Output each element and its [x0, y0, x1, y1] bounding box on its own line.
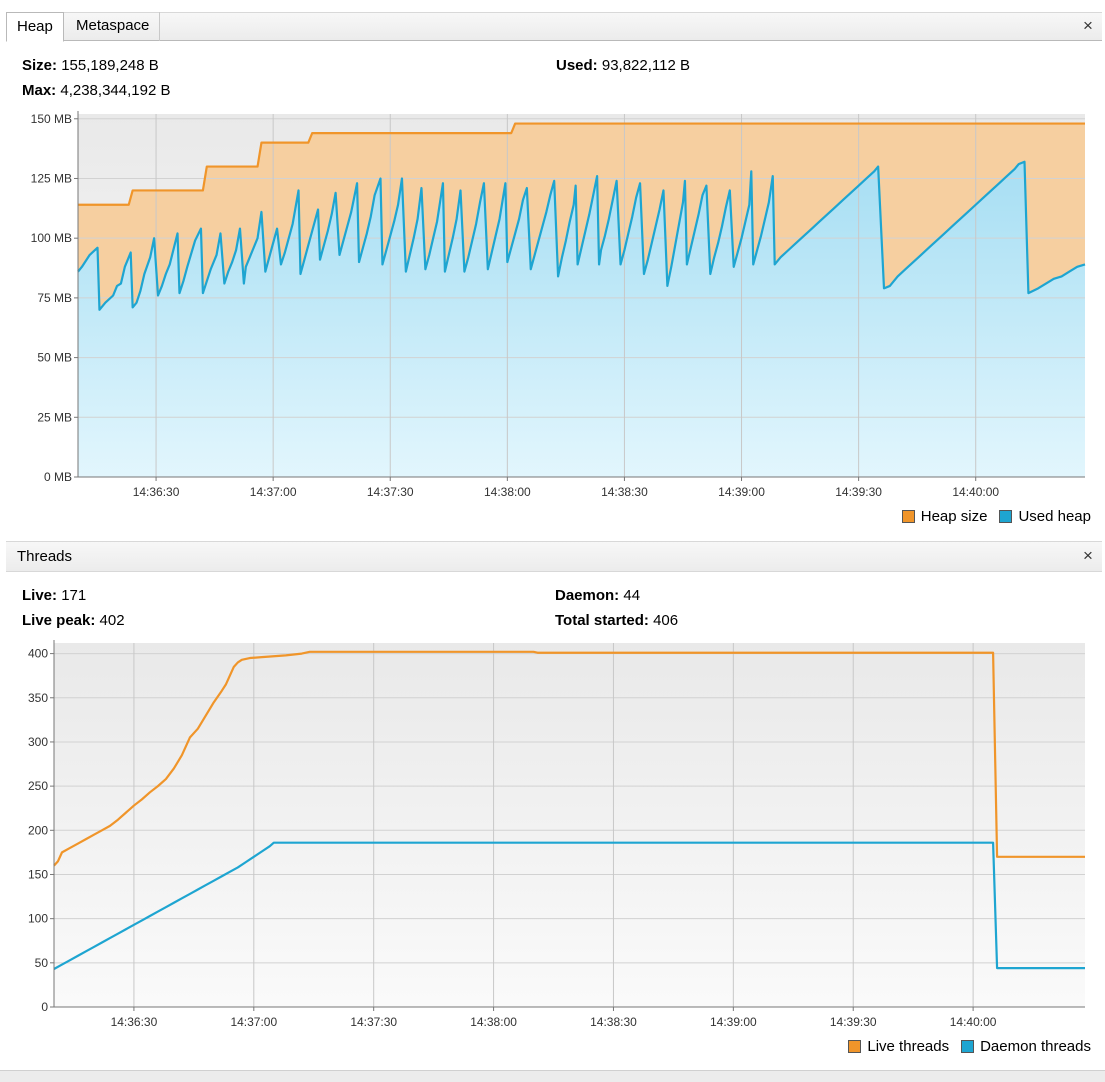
threads-x-tick-label: 14:37:30	[350, 1015, 397, 1029]
threads-y-tick-label: 50	[35, 956, 49, 970]
legend-live-threads: Live threads	[848, 1038, 949, 1055]
used-heap-swatch	[999, 510, 1013, 523]
heap-size-value: 155,189,248 B	[61, 57, 159, 74]
legend-heap-size-label: Heap size	[920, 508, 988, 525]
threads-peak-value: 402	[99, 612, 125, 629]
threads-plot-area	[54, 643, 1085, 1007]
legend-daemon-threads: Daemon threads	[961, 1038, 1091, 1055]
heap-size-swatch	[901, 510, 915, 523]
threads-x-tick-label: 14:39:30	[830, 1015, 877, 1029]
bottom-status-bar	[0, 1070, 1105, 1082]
heap-close-icon[interactable]: ×	[1083, 16, 1093, 35]
heap-x-tick-label: 14:39:00	[718, 485, 765, 499]
heap-max-stat: Max: 4,238,344,192 B	[22, 82, 170, 99]
threads-y-tick-label: 250	[28, 779, 48, 793]
heap-size-label: Size:	[22, 57, 58, 74]
threads-daemon-label: Daemon:	[555, 587, 620, 604]
legend-daemon-threads-label: Daemon threads	[980, 1038, 1091, 1055]
threads-daemon-stat: Daemon: 44	[555, 587, 640, 604]
heap-x-tick-label: 14:38:00	[484, 485, 531, 499]
heap-y-tick-label: 125 MB	[31, 171, 72, 185]
threads-total-value: 406	[653, 612, 679, 629]
heap-x-tick-label: 14:39:30	[835, 485, 882, 499]
daemon-threads-line	[53, 841, 1085, 970]
legend-used-heap-label: Used heap	[1018, 508, 1091, 525]
heap-y-tick-label: 25 MB	[37, 410, 72, 424]
live-threads-swatch	[848, 1040, 862, 1053]
legend-live-threads-label: Live threads	[867, 1038, 950, 1055]
heap-size-line	[78, 122, 1085, 206]
threads-close-icon[interactable]: ×	[1083, 546, 1093, 565]
threads-titlebar: Threads ×	[6, 541, 1102, 572]
threads-x-tick-label: 14:38:00	[470, 1015, 517, 1029]
threads-y-tick-label: 200	[28, 823, 48, 837]
heap-tabbar: Heap Metaspace ×	[6, 12, 1102, 42]
threads-x-tick-label: 14:37:00	[230, 1015, 277, 1029]
heap-y-tick-label: 75 MB	[37, 291, 72, 305]
threads-peak-label: Live peak:	[22, 612, 96, 629]
heap-panel: Heap Metaspace × Size: 155,189,248 B Use…	[0, 0, 1105, 532]
heap-used-value: 93,822,112 B	[601, 57, 690, 74]
used-heap-area	[78, 161, 1085, 477]
heap-x-tick-label: 14:38:30	[601, 485, 648, 499]
used-heap-line	[77, 160, 1086, 311]
threads-total-label: Total started:	[555, 612, 649, 629]
heap-y-tick-label: 0 MB	[44, 470, 72, 484]
legend-used-heap: Used heap	[999, 508, 1091, 525]
threads-chart: 0 50 100 150 200 250 300 350 400 14:36:30 14:37:00…	[28, 640, 1085, 1029]
live-threads-line	[53, 650, 1085, 867]
threads-legend: Live threads Daemon threads	[836, 1038, 1091, 1055]
threads-y-tick-label: 350	[28, 691, 48, 705]
threads-x-tick-label: 14:36:30	[111, 1015, 158, 1029]
heap-size-stat: Size: 155,189,248 B	[22, 57, 159, 74]
heap-legend: Heap size Used heap	[890, 508, 1091, 525]
tab-metaspace[interactable]: Metaspace	[66, 12, 161, 41]
threads-live-value: 171	[61, 587, 87, 604]
heap-max-label: Max:	[22, 82, 57, 99]
heap-y-tick-label: 50 MB	[37, 351, 72, 365]
threads-x-tick-label: 14:40:00	[950, 1015, 997, 1029]
threads-panel: Threads × Live: 171 Daemon: 44 Live peak…	[0, 540, 1105, 1070]
threads-y-tick-label: 300	[28, 735, 48, 749]
heap-x-tick-label: 14:37:00	[250, 485, 297, 499]
threads-y-tick-label: 0	[41, 1000, 48, 1014]
threads-peak-stat: Live peak: 402	[22, 612, 125, 629]
threads-y-tick-label: 400	[28, 647, 48, 661]
legend-heap-size: Heap size	[901, 508, 988, 525]
threads-title: Threads	[17, 548, 73, 565]
heap-y-tick-label: 150 MB	[31, 112, 72, 126]
heap-x-tick-label: 14:37:30	[367, 485, 414, 499]
heap-used-label: Used:	[556, 57, 598, 74]
heap-max-value: 4,238,344,192 B	[60, 82, 171, 99]
threads-x-tick-label: 14:38:30	[590, 1015, 637, 1029]
threads-daemon-value: 44	[623, 587, 641, 604]
heap-used-stat: Used: 93,822,112 B	[556, 57, 690, 74]
heap-y-tick-label: 100 MB	[31, 231, 72, 245]
threads-live-stat: Live: 171	[22, 587, 86, 604]
heap-x-tick-label: 14:40:00	[952, 485, 999, 499]
tab-heap[interactable]: Heap	[6, 12, 64, 42]
threads-x-tick-label: 14:39:00	[710, 1015, 757, 1029]
heap-chart: 0 MB 25 MB 50 MB 75 MB 100 MB 125 MB 150 MB 14:…	[31, 111, 1086, 499]
threads-live-label: Live:	[22, 587, 58, 604]
heap-x-tick-label: 14:36:30	[133, 485, 180, 499]
threads-y-tick-label: 100	[28, 912, 48, 926]
threads-y-tick-label: 150	[28, 867, 48, 881]
threads-total-stat: Total started: 406	[555, 612, 678, 629]
daemon-threads-swatch	[961, 1040, 975, 1053]
